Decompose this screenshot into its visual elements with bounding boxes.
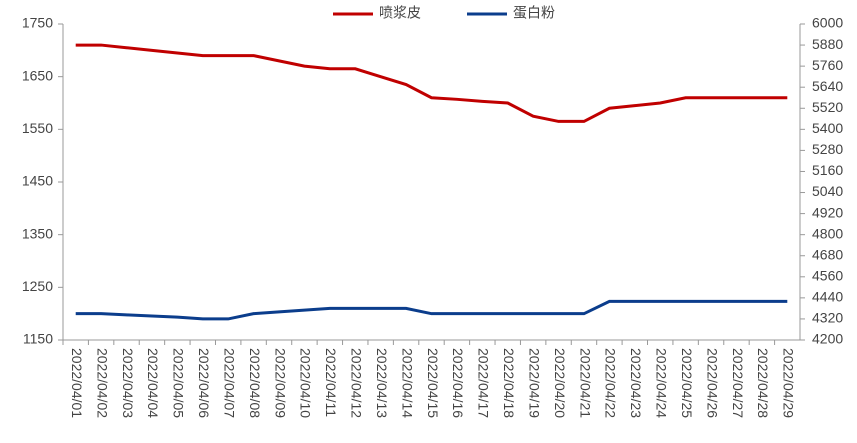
x-tick-label: 2022/04/26 — [704, 348, 720, 418]
y2-tick-label: 5640 — [812, 78, 843, 94]
x-tick-label: 2022/04/12 — [349, 348, 365, 418]
y2-tick-label: 5520 — [812, 99, 843, 115]
x-tick-label: 2022/04/15 — [425, 348, 441, 418]
x-tick-label: 2022/04/02 — [94, 348, 110, 418]
x-tick-label: 2022/04/17 — [476, 348, 492, 418]
y2-tick-label: 5040 — [812, 183, 843, 199]
x-tick-label: 2022/04/19 — [526, 348, 542, 418]
x-tick-label: 2022/04/07 — [221, 348, 237, 418]
x-tick-label: 2022/04/28 — [755, 348, 771, 418]
x-tick-label: 2022/04/23 — [628, 348, 644, 418]
x-tick-label: 2022/04/05 — [171, 348, 187, 418]
x-tick-label: 2022/04/18 — [501, 348, 517, 418]
x-tick-label: 2022/04/10 — [298, 348, 314, 418]
y2-tick-label: 4440 — [812, 289, 843, 305]
y2-tick-label: 4320 — [812, 310, 843, 326]
x-tick-label: 2022/04/27 — [730, 348, 746, 418]
y-tick-label: 1150 — [23, 331, 53, 347]
x-tick-label: 2022/04/22 — [603, 348, 619, 418]
x-tick-label: 2022/04/08 — [247, 348, 263, 418]
y2-tick-label: 5280 — [812, 141, 843, 157]
x-tick-label: 2022/04/25 — [679, 348, 695, 418]
y2-tick-label: 5400 — [812, 120, 843, 136]
x-tick-label: 2022/04/01 — [69, 348, 85, 418]
y2-tick-label: 5880 — [812, 36, 843, 52]
x-tick-label: 2022/04/06 — [196, 348, 212, 418]
y-tick-label: 1250 — [22, 278, 53, 294]
y2-tick-label: 4920 — [812, 204, 843, 220]
x-tick-label: 2022/04/21 — [577, 348, 593, 418]
y-tick-label: 1750 — [22, 15, 53, 31]
x-tick-label: 2022/04/04 — [145, 348, 161, 418]
x-tick-label: 2022/04/29 — [781, 348, 797, 418]
x-tick-label: 2022/04/14 — [399, 348, 415, 418]
x-tick-label: 2022/04/13 — [374, 348, 390, 418]
y2-tick-label: 4800 — [812, 225, 843, 241]
x-tick-label: 2022/04/11 — [323, 348, 339, 417]
y2-tick-label: 4680 — [812, 246, 843, 262]
x-tick-label: 2022/04/24 — [654, 348, 670, 418]
y-tick-label: 1350 — [22, 225, 53, 241]
y2-tick-label: 6000 — [812, 15, 843, 31]
y2-tick-label: 4560 — [812, 268, 843, 284]
y-tick-label: 1650 — [22, 67, 53, 83]
line — [75, 43, 788, 123]
line — [75, 299, 788, 321]
y2-tick-label: 5160 — [812, 162, 843, 178]
y-tick-label: 1450 — [22, 173, 53, 189]
y-tick-label: 1550 — [22, 120, 53, 136]
legend-label: 蛋白粉 — [513, 5, 555, 21]
x-tick-label: 2022/04/09 — [272, 348, 288, 418]
x-tick-label: 2022/04/20 — [552, 348, 568, 418]
y2-tick-label: 4200 — [812, 331, 843, 347]
x-tick-label: 2022/04/16 — [450, 348, 466, 418]
x-tick-label: 2022/04/03 — [120, 348, 136, 418]
legend-label: 喷浆皮 — [379, 5, 421, 21]
y2-tick-label: 5760 — [812, 57, 843, 73]
